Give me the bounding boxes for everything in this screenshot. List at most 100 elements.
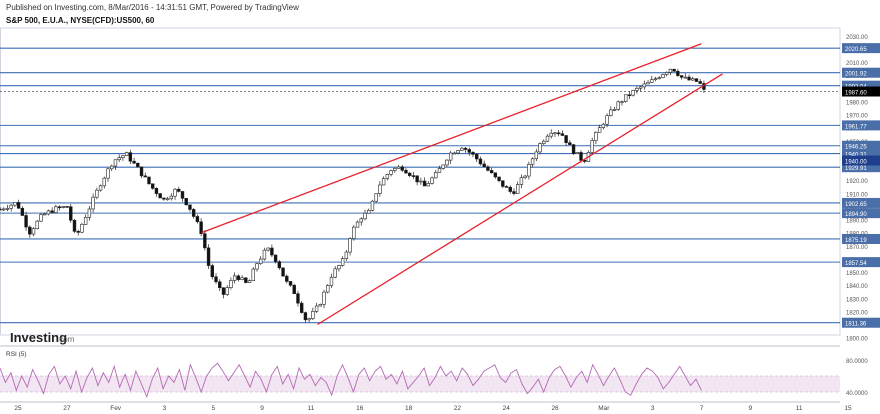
candle-body <box>214 276 218 283</box>
candle-body <box>568 142 572 145</box>
x-tick-label: 22 <box>454 405 462 412</box>
y-tick-label: 1830.00 <box>846 297 868 303</box>
candle-body <box>657 77 661 79</box>
y-tick-label: 1980.00 <box>846 100 868 106</box>
x-tick-label: 11 <box>308 405 315 412</box>
price-tag-label: 1811.36 <box>845 322 867 328</box>
candle-body <box>504 186 509 188</box>
candle-body <box>288 281 293 286</box>
candle-body <box>471 152 475 155</box>
candle-body <box>28 226 32 235</box>
candle-body <box>42 213 47 216</box>
candle-body <box>303 312 308 321</box>
candle-body <box>609 109 613 116</box>
candle-body <box>650 79 654 83</box>
candle-body <box>128 152 133 162</box>
channel-trendline <box>201 43 702 234</box>
price-tag <box>842 80 880 91</box>
candle-body <box>344 251 349 259</box>
y-tick-label: 2030.00 <box>846 35 868 41</box>
candle-body <box>65 206 69 208</box>
candle-body <box>605 115 609 125</box>
candle-body <box>448 152 453 161</box>
candle-body <box>683 76 687 79</box>
candle-body <box>378 184 382 194</box>
candle-body <box>173 188 177 197</box>
price-tag-special-label: 1940.00 <box>845 160 867 166</box>
candle-body <box>322 291 326 305</box>
candle-body <box>61 206 66 208</box>
candle-body <box>2 208 6 211</box>
candle-body <box>419 180 423 183</box>
candle-body <box>314 305 319 312</box>
price-tag-label: 1875.19 <box>845 238 867 244</box>
candle-body <box>195 216 200 223</box>
symbol-title: S&P 500, E.U.A., NYSE(CFD):US500, 60 <box>6 16 155 25</box>
candle-body <box>597 127 602 133</box>
candle-body <box>694 78 699 82</box>
candle-body <box>452 152 457 155</box>
candle-body <box>9 204 13 209</box>
rsi-y-tick-label: 40.0000 <box>846 391 868 397</box>
candle-body <box>411 175 416 177</box>
candle-body <box>352 226 356 239</box>
candle-body <box>203 233 207 249</box>
x-tick-label: 16 <box>356 405 364 412</box>
candle-body <box>627 94 632 97</box>
candle-body <box>367 210 371 214</box>
candle-body <box>594 131 598 141</box>
candle-body <box>556 132 561 135</box>
candle-body <box>292 284 296 295</box>
price-tag-label: 1857.54 <box>845 261 867 267</box>
channel-trendline <box>317 73 723 326</box>
candle-body <box>188 204 192 210</box>
candle-body <box>311 311 315 319</box>
candle-body <box>91 196 95 210</box>
candle-body <box>210 265 214 278</box>
candle-body <box>676 70 680 76</box>
candle-body <box>13 202 17 206</box>
candle-body <box>422 180 427 187</box>
y-tick-label: 1870.00 <box>846 245 868 251</box>
x-tick-label: 3 <box>163 405 167 412</box>
candle-body <box>396 166 401 169</box>
candle-body <box>281 267 285 277</box>
candle-body <box>519 177 524 185</box>
candle-body <box>184 198 188 206</box>
candle-body <box>590 140 594 153</box>
candle-body <box>218 281 222 289</box>
candle-body <box>437 168 442 173</box>
candle-body <box>549 132 553 137</box>
candle-body <box>486 166 490 171</box>
price-tag <box>842 317 880 328</box>
candle-body <box>687 76 691 81</box>
y-tick-label: 1910.00 <box>846 192 868 198</box>
candle-body <box>374 193 378 202</box>
rsi-label: RSI (5) <box>6 351 27 358</box>
candle-body <box>54 206 58 213</box>
price-tag-special-label: 1987.60 <box>845 90 867 96</box>
candle-body <box>564 135 568 143</box>
candle-body <box>333 268 337 278</box>
candle-body <box>46 210 51 215</box>
candle-body <box>653 78 658 81</box>
candle-body <box>389 170 393 175</box>
candle-body <box>460 147 464 151</box>
candle-body <box>456 150 460 154</box>
price-tag <box>842 162 880 173</box>
price-tag <box>842 140 880 151</box>
candle-body <box>121 155 125 159</box>
candle-body <box>393 168 397 171</box>
candle-body <box>307 318 311 321</box>
candle-body <box>415 175 419 183</box>
candle-body <box>348 238 352 253</box>
candle-body <box>575 152 579 154</box>
candle-body <box>143 175 147 178</box>
candle-body <box>642 83 647 88</box>
candle-body <box>527 164 531 177</box>
candle-body <box>359 218 363 223</box>
candle-body <box>177 188 181 192</box>
candle-body <box>199 221 203 234</box>
candle-body <box>571 144 576 154</box>
